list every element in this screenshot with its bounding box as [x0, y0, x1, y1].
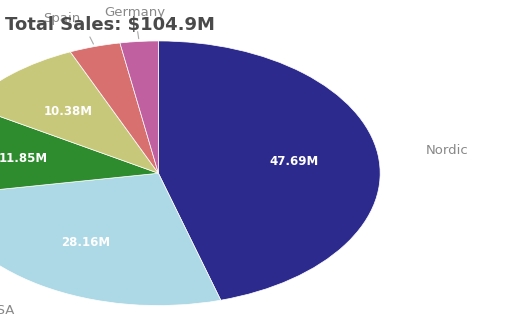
Wedge shape [70, 43, 158, 173]
Wedge shape [120, 41, 158, 173]
Text: Total Sales: $104.9M: Total Sales: $104.9M [5, 16, 215, 34]
Text: 10.38M: 10.38M [43, 105, 92, 118]
Text: USA: USA [0, 304, 15, 315]
Wedge shape [0, 173, 221, 306]
Wedge shape [0, 105, 158, 196]
Wedge shape [158, 41, 380, 300]
Text: 11.85M: 11.85M [0, 152, 48, 165]
Text: Spain: Spain [43, 12, 81, 25]
Text: 28.16M: 28.16M [61, 236, 110, 249]
Wedge shape [0, 52, 158, 173]
Text: Nordic: Nordic [426, 144, 469, 157]
Text: 47.69M: 47.69M [270, 155, 319, 168]
Text: Germany: Germany [105, 6, 165, 19]
